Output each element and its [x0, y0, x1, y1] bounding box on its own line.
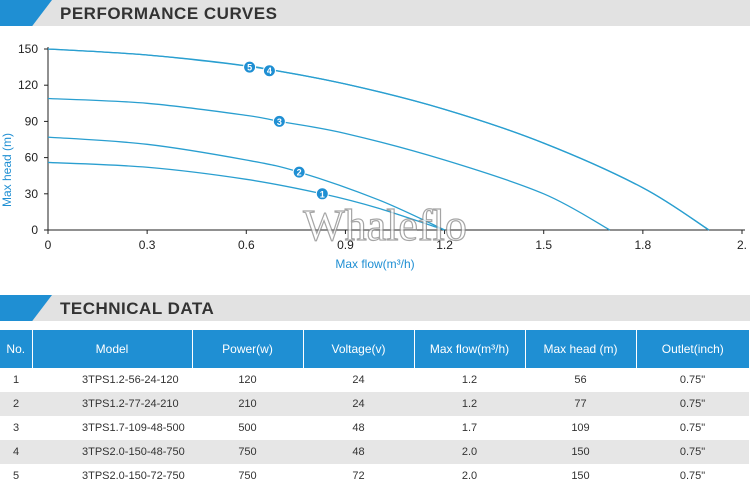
series-marker-5 [243, 60, 257, 74]
cell-model: 3TPS2.0-150-48-750 [32, 440, 192, 464]
y-tick-label: 30 [25, 187, 39, 201]
cell-outlet: 0.75" [679, 470, 706, 482]
y-tick-label: 150 [18, 42, 38, 56]
y-tick-label: 120 [18, 78, 38, 92]
series-label-4: 4 [267, 66, 272, 76]
y-tick-label: 60 [25, 151, 39, 165]
x-tick-label: 0.6 [238, 238, 255, 252]
cell-outlet: 0.75" [636, 440, 749, 464]
cell-max-flow: 1.2 [461, 374, 478, 386]
cell-max-flow: 2.0 [461, 470, 478, 482]
series-line-3 [47, 97, 611, 231]
col-outlet-header: Outlet(inch) [636, 330, 749, 368]
col-max-head-header: Max head (m) [525, 330, 637, 368]
cell-outlet: 0.75" [679, 374, 706, 386]
y-tick-label: 90 [25, 114, 39, 128]
col-no-header: No. [0, 330, 33, 368]
x-tick-label: 1.2 [436, 238, 453, 252]
cell-model: 3TPS1.2-77-24-210 [32, 392, 192, 416]
series-marker-2 [292, 165, 306, 179]
x-tick-label: 0 [45, 238, 52, 252]
cell-max-head: 150 [571, 470, 590, 482]
table-row: 3 3TPS1.7-109-48-500 500 48 1.7 109 0.75… [0, 416, 749, 440]
header-bar [0, 295, 750, 321]
watermark-text: Whaleflo [303, 201, 467, 250]
col-max-flow-header: Max flow(m³/h) [414, 330, 526, 368]
cell-max-head: 56 [574, 374, 587, 386]
cell-power: 750 [238, 470, 257, 482]
table-header-row: No. Model Power(w) Voltage(v) Max flow(m… [0, 330, 749, 368]
cell-max-head: 109 [571, 422, 590, 434]
technical-data-header: TECHNICAL DATA [0, 295, 750, 321]
series-label-5: 5 [247, 63, 252, 73]
col-model-header: Model [32, 330, 193, 368]
cell-max-flow: 2.0 [414, 440, 525, 464]
header-bar [0, 0, 750, 26]
cell-no: 2 [0, 392, 32, 416]
table-row: 1 3TPS1.2-56-24-120 120 24 1.2 56 0.75" [0, 368, 749, 392]
cell-power: 210 [192, 392, 303, 416]
series-label-1: 1 [320, 189, 325, 199]
col-voltage-header: Voltage(v) [303, 330, 415, 368]
series-marker-3 [272, 114, 286, 128]
cell-no: 1 [12, 374, 20, 386]
chart-axes: 0 0.3 0.6 0.9 1.2 1.5 1.8 2. 0 30 60 90 120 150 [18, 42, 747, 252]
chart-series-labels: 1 2 3 4 5 [243, 60, 329, 201]
cell-power: 750 [192, 440, 303, 464]
cell-voltage: 72 [352, 470, 365, 482]
x-tick-label: 2. [737, 238, 747, 252]
technical-data-title: TECHNICAL DATA [60, 299, 215, 318]
table-row: 2 3TPS1.2-77-24-210 210 24 1.2 77 0.75" [0, 392, 749, 416]
chart-series [47, 48, 710, 231]
technical-data-table: No. Model Power(w) Voltage(v) Max flow(m… [0, 330, 749, 488]
cell-no: 4 [0, 440, 32, 464]
cell-max-head: 77 [525, 392, 636, 416]
x-tick-label: 1.5 [535, 238, 552, 252]
series-marker-1 [315, 187, 329, 201]
cell-voltage: 24 [352, 374, 365, 386]
cell-max-flow: 1.7 [461, 422, 478, 434]
table-row: 5 3TPS2.0-150-72-750 750 72 2.0 150 0.75… [0, 464, 749, 488]
cell-max-flow: 1.2 [414, 392, 525, 416]
y-axis-label: Max head (m) [0, 133, 14, 207]
table-row: 4 3TPS2.0-150-48-750 750 48 2.0 150 0.75… [0, 440, 749, 464]
cell-model: 3TPS2.0-150-72-750 [82, 470, 185, 482]
x-tick-label: 0.3 [139, 238, 156, 252]
col-power-header: Power(w) [192, 330, 304, 368]
x-tick-label: 0.9 [337, 238, 354, 252]
cell-outlet: 0.75" [636, 392, 749, 416]
x-tick-label: 1.8 [635, 238, 652, 252]
series-label-3: 3 [277, 117, 282, 127]
x-axis-label: Max flow(m³/h) [335, 257, 414, 271]
cell-no: 5 [12, 470, 20, 482]
cell-max-head: 150 [525, 440, 636, 464]
performance-curves-title: PERFORMANCE CURVES [60, 4, 278, 23]
cell-voltage: 48 [352, 422, 365, 434]
cell-model: 3TPS1.2-56-24-120 [82, 374, 179, 386]
series-label-2: 2 [297, 168, 302, 178]
performance-curves-header: PERFORMANCE CURVES [0, 0, 750, 26]
cell-voltage: 24 [303, 392, 414, 416]
cell-power: 120 [238, 374, 257, 386]
cell-power: 500 [238, 422, 257, 434]
performance-chart: 0 0.3 0.6 0.9 1.2 1.5 1.8 2. 0 30 60 90 120 150 1 2 3 4 5… [0, 42, 747, 271]
series-marker-4 [262, 64, 276, 78]
cell-outlet: 0.75" [679, 422, 706, 434]
y-tick-label: 0 [31, 223, 38, 237]
series-line-5 [47, 48, 710, 231]
series-line-1 [47, 161, 445, 231]
cell-voltage: 48 [303, 440, 414, 464]
cell-no: 3 [12, 422, 20, 434]
cell-model: 3TPS1.7-109-48-500 [82, 422, 185, 434]
series-line-2 [47, 136, 445, 231]
